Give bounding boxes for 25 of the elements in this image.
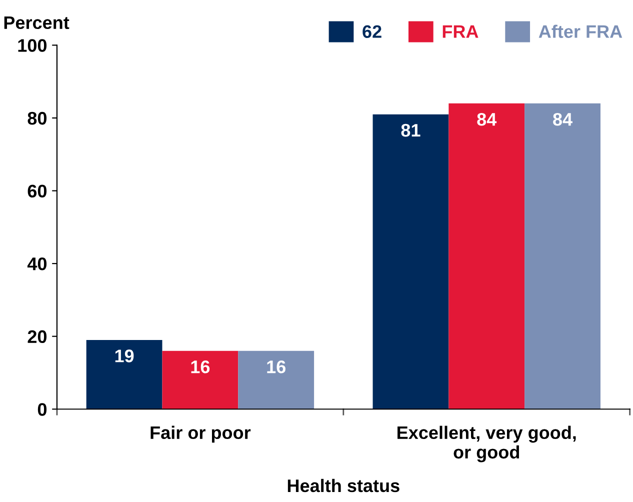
bar: [372, 114, 449, 410]
y-tick-label: 40: [27, 257, 47, 270]
y-tick-label: 0: [38, 403, 47, 416]
x-tick-label: Fair or poor: [150, 426, 251, 443]
legend-label: 62: [362, 25, 382, 38]
y-tick-label: 60: [28, 184, 47, 198]
legend-label: After FRA: [538, 24, 622, 38]
data-label: 16: [267, 360, 286, 374]
bar: [162, 350, 238, 410]
x-axis-title: Health status: [288, 478, 400, 492]
data-label: 84: [553, 112, 572, 126]
y-axis-title: Percent: [4, 16, 70, 30]
legend-label: FRA: [442, 25, 478, 38]
data-label: 84: [477, 112, 497, 126]
bar: [86, 340, 162, 410]
x-tick-label: Excellent, very good, or good: [398, 426, 576, 462]
data-label: 81: [401, 124, 420, 137]
data-label: 19: [115, 350, 134, 362]
y-tick-label: 20: [28, 330, 47, 344]
y-tick-label: 80: [28, 112, 47, 125]
bar: [448, 103, 525, 410]
bar: [524, 103, 600, 410]
y-tick-label: 100: [18, 39, 47, 52]
data-label: 16: [191, 360, 210, 374]
bar: [238, 350, 314, 410]
